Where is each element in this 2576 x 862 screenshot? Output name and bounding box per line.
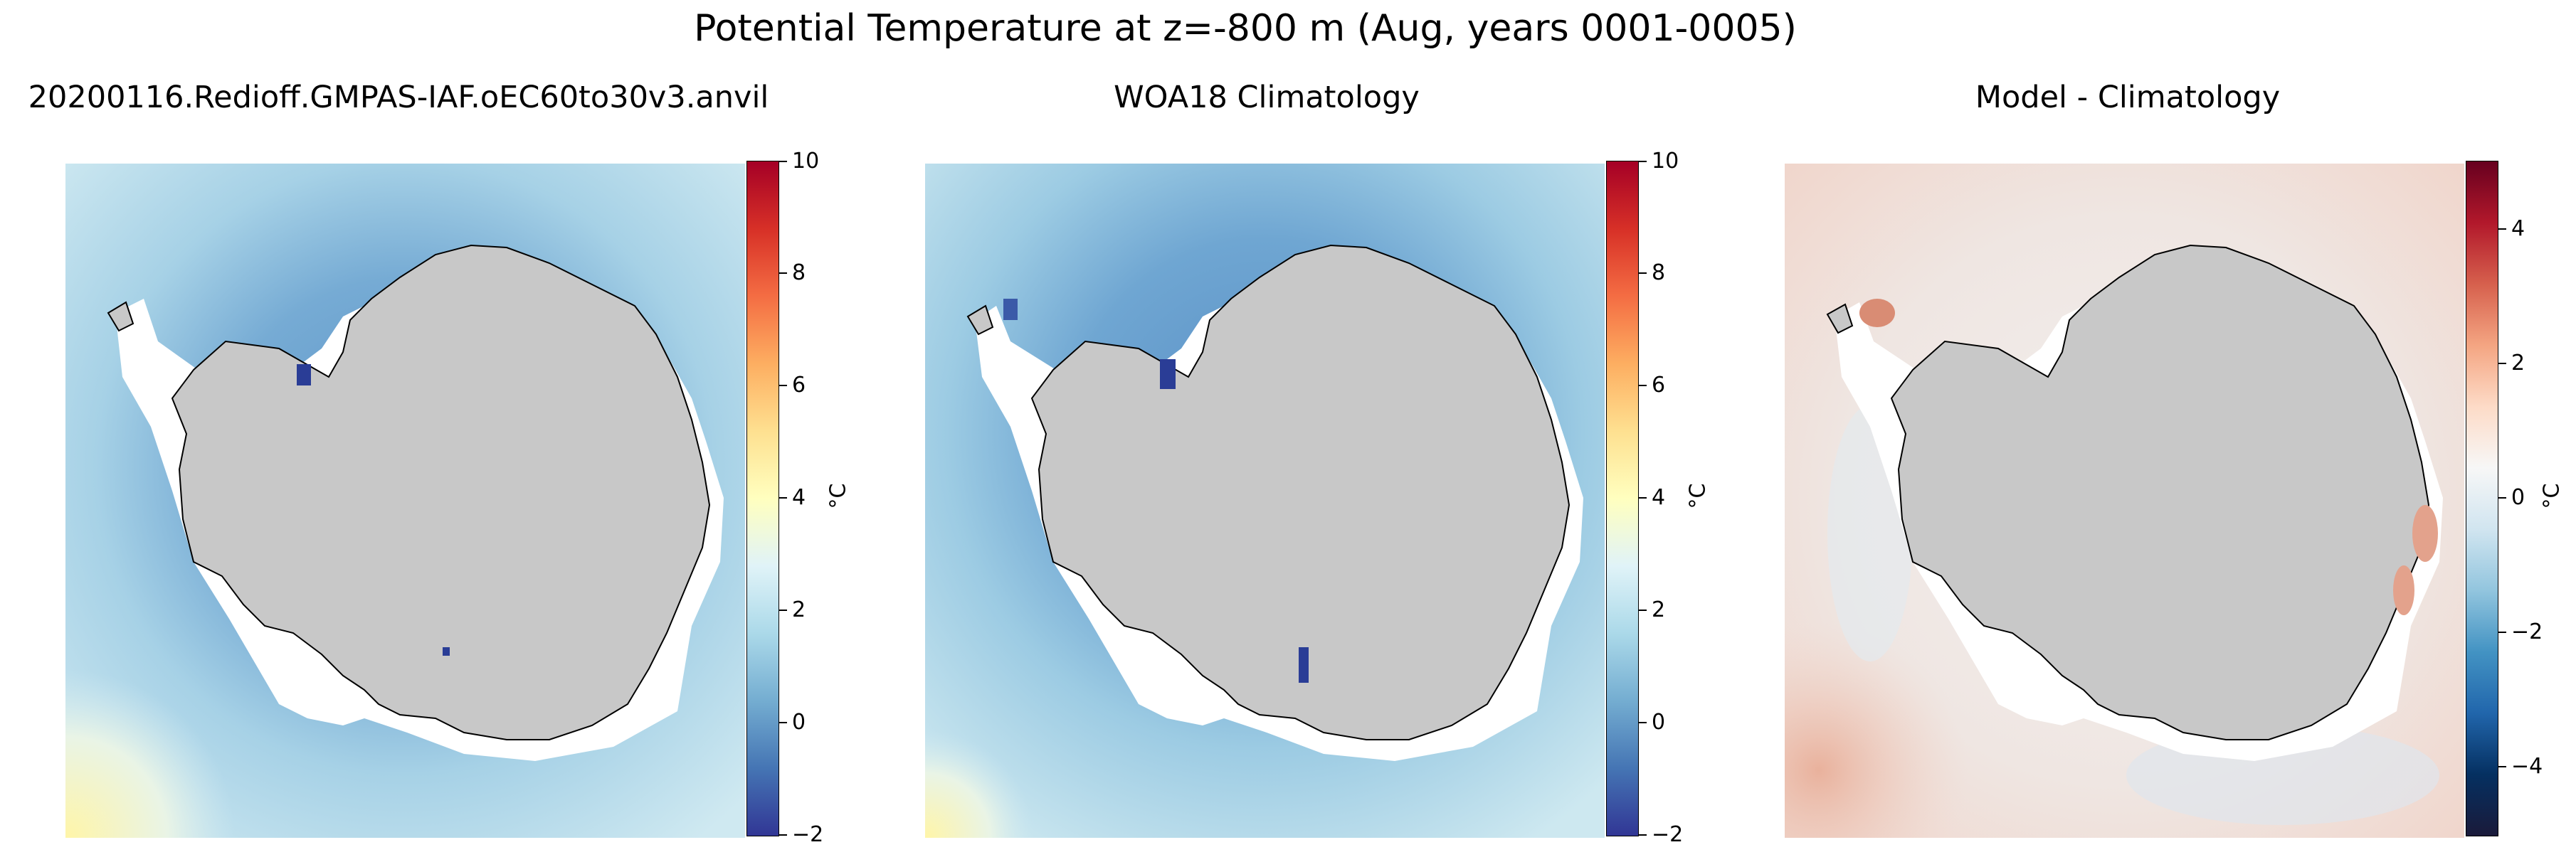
colorbar-ticks-climatology: 10 8 6 4 2 0 −2 <box>1639 149 1696 847</box>
map-model <box>65 164 745 838</box>
tick-label: 2 <box>792 597 806 622</box>
colorbar-difference <box>2466 161 2498 836</box>
panel-title-model: 20200116.Redioff.GMPAS-IAF.oEC60to30v3.a… <box>28 80 769 115</box>
tick-label: 2 <box>2511 351 2525 376</box>
tick-label: 0 <box>2511 485 2525 510</box>
colorbar-ticks-model: 10 8 6 4 2 0 −2 <box>779 149 836 847</box>
colorbar-unit-difference: °C <box>2539 483 2565 509</box>
antarctica-land <box>1890 244 2430 740</box>
colorbar-unit-model: °C <box>825 483 851 509</box>
colorbar-unit-climatology: °C <box>1685 483 1711 509</box>
colorbar-model <box>746 161 779 836</box>
tick-label: 8 <box>1652 260 1666 285</box>
tick-label: 4 <box>1652 485 1666 510</box>
tick-label: 2 <box>1652 597 1666 622</box>
tick-label: 6 <box>792 373 806 398</box>
figure-title: Potential Temperature at z=-800 m (Aug, … <box>694 7 1797 50</box>
tick-label: 4 <box>792 485 806 510</box>
tick-label: 6 <box>1652 373 1666 398</box>
colorbar-ticks-difference: 4 2 0 −2 −4 <box>2498 161 2555 836</box>
tick-label: 0 <box>1652 710 1666 735</box>
panel-title-difference: Model - Climatology <box>1975 80 2281 115</box>
tick-label: 8 <box>792 260 806 285</box>
tick-label: −2 <box>792 822 824 847</box>
tick-label: −2 <box>1652 822 1684 847</box>
map-climatology <box>925 164 1605 838</box>
tick-label: 0 <box>792 710 806 735</box>
panel-title-climatology: WOA18 Climatology <box>1114 80 1420 115</box>
tick-label: −2 <box>2511 619 2543 644</box>
colorbar-climatology <box>1606 161 1639 836</box>
tick-label: 4 <box>2511 216 2525 241</box>
tick-label: −4 <box>2511 754 2543 779</box>
map-difference <box>1785 164 2464 838</box>
tick-label: 10 <box>1652 149 1679 174</box>
tick-label: 10 <box>792 149 820 174</box>
